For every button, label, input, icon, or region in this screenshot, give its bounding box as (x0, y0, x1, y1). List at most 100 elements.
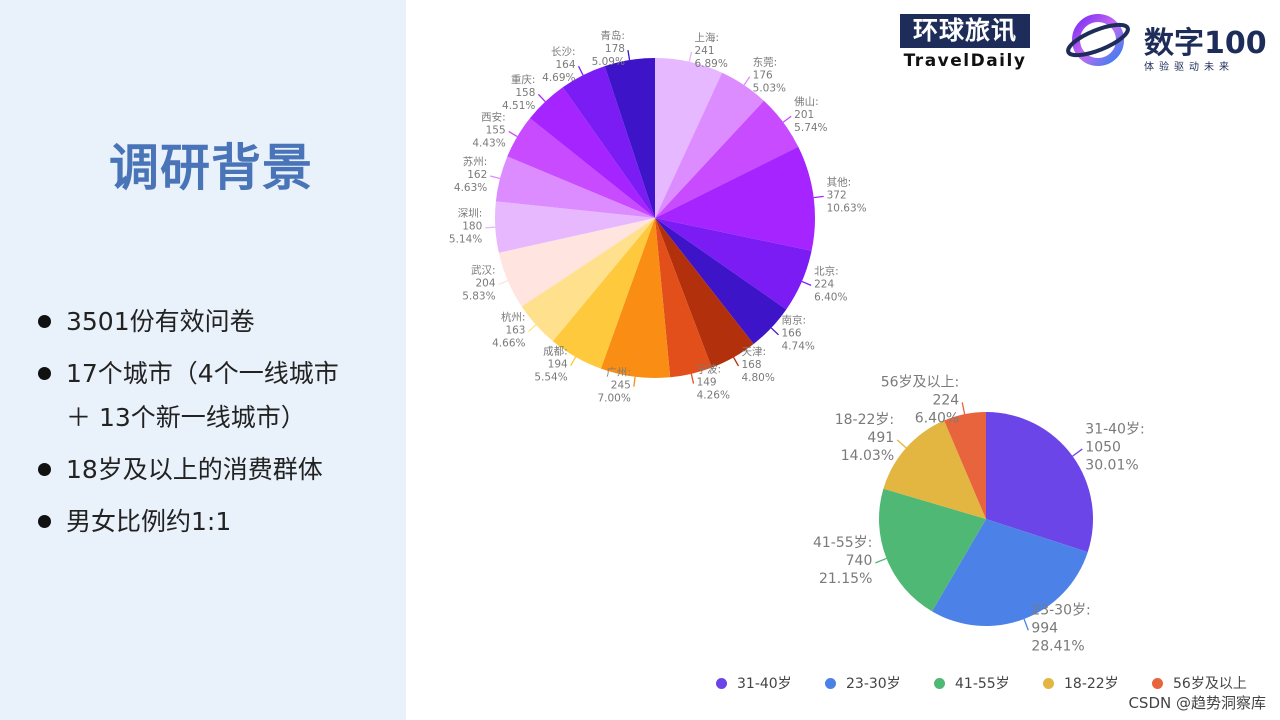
slice-percent: 5.14% (449, 234, 482, 246)
shuzi100-logo-slogan: 体验驱动未来 (1144, 62, 1234, 73)
slice-percent: 5.83% (462, 290, 495, 302)
leader-line (485, 226, 496, 229)
slice-label: 成都: (543, 346, 568, 358)
traveldaily-logo-en: TravelDaily (903, 51, 1027, 71)
pie-slice (562, 66, 655, 218)
slice-label: 天津: (741, 346, 766, 358)
legend-item: 23-30岁 (819, 673, 928, 693)
pie-slice (932, 519, 1088, 626)
watermark: CSDN @趋势洞察库 (1128, 694, 1266, 712)
pie-slice (498, 218, 655, 307)
legend-label: 41-55岁 (955, 676, 1010, 692)
pie-slice (655, 218, 712, 378)
legend-item: 56岁及以上 (1146, 673, 1255, 693)
shuzi100-logo-text: 数字100 (1144, 26, 1267, 61)
slice-percent: 28.41% (1031, 638, 1084, 654)
slice-percent: 21.15% (819, 571, 872, 587)
slide-title: 调研背景 (109, 139, 313, 197)
slice-label: 56岁及以上: (881, 375, 960, 391)
pie-slice (879, 488, 986, 612)
slice-label: 重庆: (511, 73, 536, 86)
bullet-list: 3501份有效问卷 17个城市（4个一线城市 ＋ 13个新一线城市） 18岁及以… (36, 300, 396, 552)
slice-percent: 14.03% (841, 448, 894, 464)
slice-count: 372 (827, 189, 847, 201)
pie-slice (655, 218, 754, 368)
slice-count: 1050 (1085, 439, 1121, 455)
shuzi100-logo: 数字100 体验驱动未来 (1064, 8, 1274, 73)
slice-percent: 4.80% (741, 372, 774, 384)
traveldaily-logo-cn: 环球旅讯 (900, 14, 1030, 48)
leader-line (570, 356, 577, 366)
slice-percent: 5.74% (794, 122, 827, 134)
bullet-text-continued: ＋ 13个新一线城市） (66, 403, 306, 432)
left-panel: 调研背景 3501份有效问卷 17个城市（4个一线城市 ＋ 13个新一线城市） … (0, 0, 406, 720)
leader-line (688, 51, 693, 62)
leader-line (577, 65, 584, 76)
age-chart-legend: 31-40岁 23-30岁 41-55岁 18-22岁 56岁及以上 (710, 673, 1255, 693)
bullet-item: 18岁及以上的消费群体 (36, 448, 396, 492)
bullet-text: 17个城市（4个一线城市 (66, 359, 339, 388)
slice-percent: 6.89% (694, 58, 727, 70)
slice-label: 上海: (694, 31, 719, 44)
legend-label: 23-30岁 (846, 676, 901, 692)
slice-label: 北京: (814, 264, 839, 277)
bullet-text: 男女比例约1:1 (66, 507, 232, 536)
slice-percent: 5.09% (592, 56, 625, 68)
pie-slice (655, 72, 764, 218)
slice-label: 苏州: (463, 155, 488, 168)
slice-percent: 30.01% (1085, 457, 1138, 473)
pie-slice (883, 420, 986, 519)
bullet-dot-icon (38, 515, 51, 528)
slice-count: 155 (486, 124, 506, 136)
pie-slice (944, 412, 986, 519)
pie-slice (655, 100, 799, 218)
leader-line (537, 93, 546, 103)
leader-line (813, 195, 824, 199)
leader-line (743, 76, 751, 86)
legend-item: 31-40岁 (710, 673, 819, 693)
slice-label: 宁波: (697, 362, 722, 375)
slice-label: 西安: (481, 110, 506, 123)
slice-label: 其他: (827, 175, 852, 188)
leader-line (801, 280, 812, 286)
slice-count: 162 (467, 169, 487, 181)
slice-label: 武汉: (471, 263, 496, 276)
pie-slice (604, 58, 655, 218)
slice-count: 166 (782, 328, 802, 340)
bullet-item: 男女比例约1:1 (36, 500, 396, 544)
slice-percent: 4.26% (697, 389, 730, 401)
slice-count: 201 (794, 109, 814, 121)
leader-line (690, 373, 695, 384)
bullet-dot-icon (38, 315, 51, 328)
slice-count: 168 (741, 359, 761, 371)
slice-label: 东莞: (753, 56, 778, 69)
pie-slice (655, 218, 812, 310)
slice-count: 149 (697, 376, 717, 388)
slice-label: 23-30岁: (1031, 602, 1090, 618)
slice-label: 南京: (782, 314, 807, 327)
leader-line (498, 280, 509, 286)
slice-count: 178 (605, 43, 625, 55)
slice-percent: 4.51% (502, 100, 535, 112)
leader-line (875, 557, 887, 564)
slice-count: 224 (932, 393, 959, 409)
leader-line (1072, 448, 1083, 457)
leader-line (508, 130, 518, 138)
slice-label: 深圳: (458, 208, 483, 220)
slice-count: 740 (846, 553, 873, 569)
legend-label: 31-40岁 (737, 676, 792, 692)
legend-item: 18-22岁 (1037, 673, 1146, 693)
pie-slice (552, 218, 655, 369)
legend-item: 41-55岁 (928, 673, 1037, 693)
leader-line (633, 376, 636, 387)
leader-line (1023, 618, 1029, 631)
leader-line (896, 439, 907, 449)
slice-count: 491 (867, 430, 894, 446)
slice-percent: 5.03% (753, 83, 786, 95)
slice-count: 176 (753, 70, 773, 82)
pie-slice (655, 218, 787, 344)
slice-count: 241 (694, 45, 714, 57)
leader-line (782, 115, 792, 123)
slice-percent: 4.69% (542, 72, 575, 84)
